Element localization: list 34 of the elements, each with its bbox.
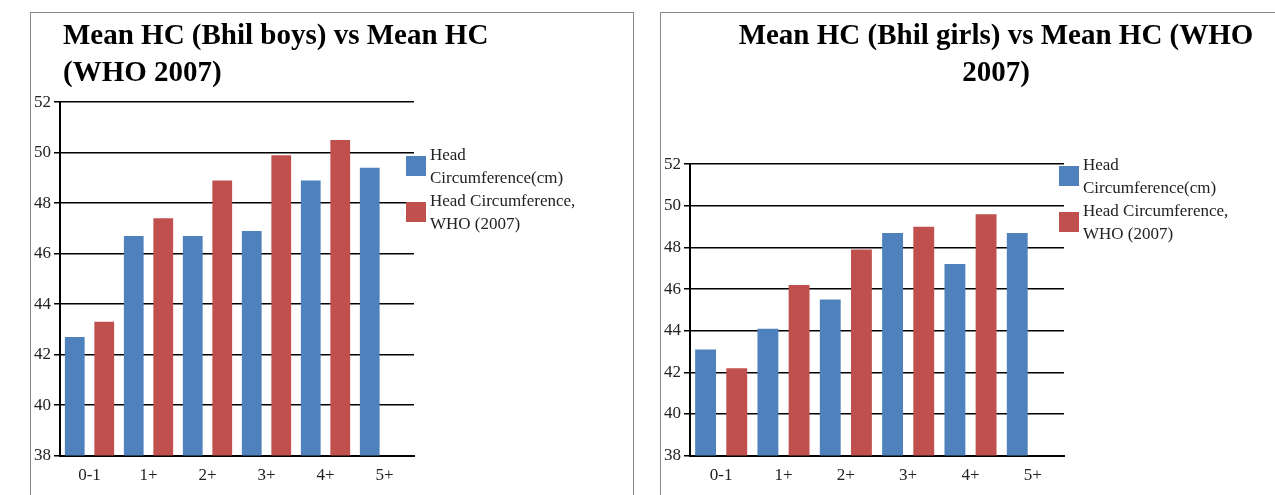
- y-tick-label: 40: [34, 394, 51, 414]
- y-tick-label: 42: [664, 361, 681, 381]
- y-tick-label: 46: [34, 243, 51, 263]
- chart-title: Mean HC (Bhil girls) vs Mean HC (WHO 2007): [737, 17, 1255, 89]
- y-tick-label: 48: [664, 236, 681, 256]
- x-tick-label: 3+: [899, 465, 918, 485]
- y-tick-label: 42: [34, 344, 51, 364]
- y-tick-label: 50: [34, 142, 51, 162]
- y-tick-label: 38: [34, 445, 51, 465]
- x-tick-label: 1+: [774, 465, 793, 485]
- y-tick-label: 52: [34, 91, 51, 111]
- legend-label: Head Circumference(cm): [430, 144, 565, 189]
- y-tick-label: 38: [664, 445, 681, 465]
- x-tick-label: 2+: [198, 465, 217, 485]
- chart-title: Mean HC (Bhil boys) vs Mean HC (WHO 2007): [63, 17, 490, 89]
- y-tick-label: 50: [664, 195, 681, 215]
- x-tick-label: 4+: [961, 465, 980, 485]
- y-tick-label: 40: [664, 403, 681, 423]
- y-tick-label: 48: [34, 192, 51, 212]
- x-tick-label: 3+: [257, 465, 276, 485]
- y-tick-label: 46: [664, 278, 681, 298]
- legend-label: Head Circumference, WHO (2007): [430, 190, 577, 235]
- y-tick-label: 44: [664, 320, 682, 340]
- x-tick-label: 5+: [375, 465, 394, 485]
- y-tick-label: 52: [664, 153, 681, 173]
- legend-label: Head Circumference, WHO (2007): [1083, 200, 1230, 245]
- y-tick-label: 44: [34, 293, 52, 313]
- legend-label: Head Circumference(cm): [1083, 154, 1218, 199]
- x-tick-label: 2+: [836, 465, 855, 485]
- x-tick-label: 0-1: [709, 465, 733, 485]
- x-tick-label: 1+: [139, 465, 158, 485]
- x-tick-label: 5+: [1023, 465, 1042, 485]
- x-tick-label: 0-1: [78, 465, 101, 485]
- x-tick-label: 4+: [316, 465, 335, 485]
